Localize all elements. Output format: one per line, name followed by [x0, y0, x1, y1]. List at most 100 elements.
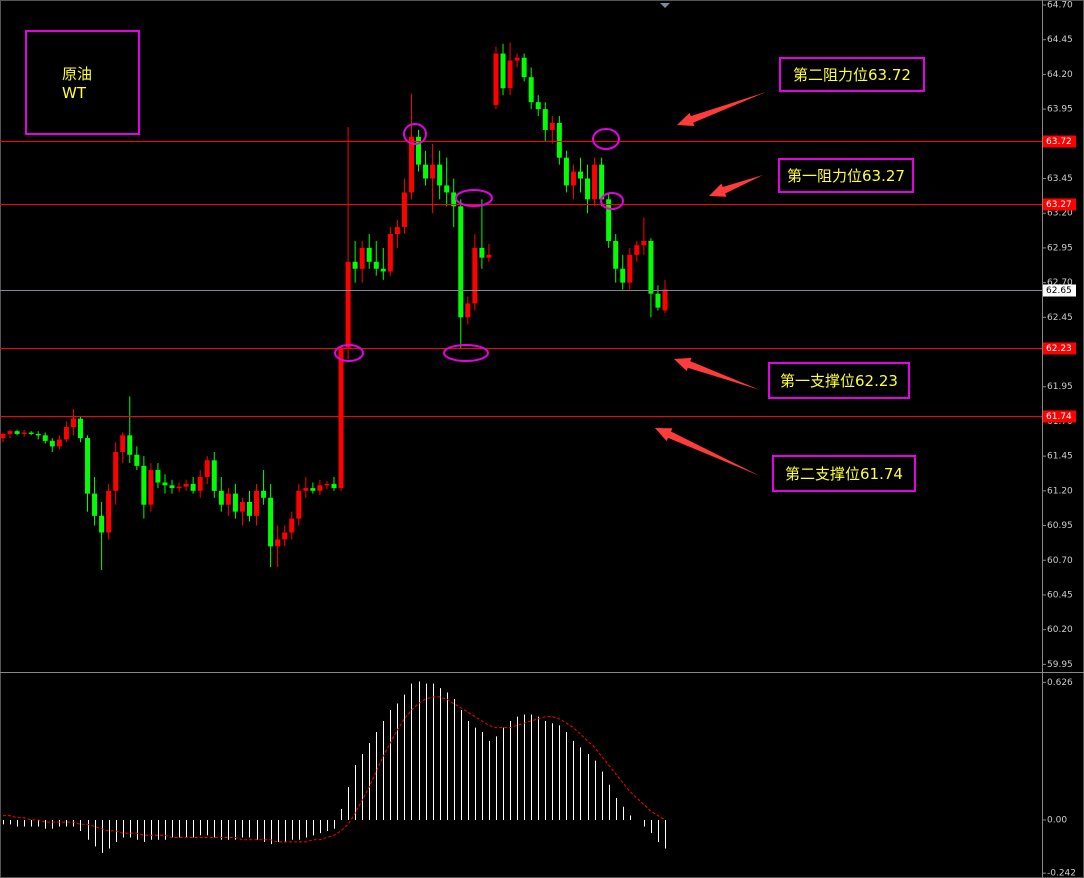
- candle-body: [49, 440, 55, 447]
- candle-body: [401, 192, 407, 228]
- y-tick-label: 63.20: [1047, 209, 1073, 219]
- candle-body: [585, 178, 591, 200]
- candle-body: [7, 431, 13, 434]
- candle-body: [141, 465, 147, 505]
- y-tick-label: 60.95: [1047, 521, 1073, 531]
- highlight-ellipse: [334, 344, 364, 362]
- candle-body: [535, 102, 541, 110]
- candle-body: [479, 247, 485, 258]
- highlight-ellipse: [455, 189, 493, 207]
- candle-body: [28, 432, 34, 434]
- candle-body: [352, 261, 358, 269]
- y-tick-label: 0.626: [1047, 678, 1073, 688]
- y-tick-label: 62.45: [1047, 313, 1073, 323]
- candle-body: [169, 485, 175, 489]
- candle-body: [345, 261, 351, 348]
- candle-body: [331, 483, 337, 489]
- candle-body: [556, 122, 562, 158]
- candle-body: [662, 289, 668, 311]
- candle-body: [613, 240, 619, 269]
- shift-marker: [660, 3, 670, 8]
- candle-body: [148, 470, 154, 505]
- candle-body: [423, 164, 429, 179]
- candle-body: [42, 435, 48, 441]
- support-2-label: 第二支撑位61.74: [772, 455, 916, 492]
- highlight-ellipse: [592, 128, 620, 150]
- candle-body: [183, 483, 189, 487]
- y-tick-label: 63.45: [1047, 174, 1073, 184]
- candle-body: [430, 164, 436, 179]
- candle-body: [528, 77, 534, 103]
- candle-body: [197, 476, 203, 491]
- level-tag: [1043, 342, 1076, 355]
- candle-body: [394, 227, 400, 235]
- y-tick-label: 61.20: [1047, 486, 1073, 496]
- candle-body: [120, 435, 126, 452]
- candle-body: [416, 136, 422, 165]
- y-tick-label: 62.95: [1047, 243, 1073, 253]
- candle-body: [261, 490, 267, 498]
- y-tick-label: 61.95: [1047, 382, 1073, 392]
- y-tick-label: 60.45: [1047, 590, 1073, 600]
- level-label: 63.27: [1046, 200, 1072, 210]
- y-tick-label: 64.45: [1047, 35, 1073, 45]
- candle-body: [268, 497, 274, 547]
- pointer-arrow: [709, 175, 763, 197]
- candle-body: [70, 418, 76, 427]
- level-tag: [1043, 135, 1076, 148]
- candle-body: [486, 254, 492, 258]
- candle-body: [542, 109, 548, 130]
- candle-body: [246, 501, 252, 516]
- pointer-arrow: [677, 92, 766, 127]
- candle-body: [77, 418, 83, 439]
- candle-body: [218, 490, 224, 505]
- candle-body: [458, 206, 464, 318]
- y-tick-label: 59.95: [1047, 660, 1073, 670]
- candle-body: [380, 268, 386, 272]
- level-label: 62.65: [1046, 286, 1072, 296]
- candle-body: [437, 164, 443, 186]
- candle-body: [0, 433, 6, 439]
- level-tag: [1043, 198, 1076, 211]
- candle-body: [317, 485, 323, 491]
- y-tick-label: 61.45: [1047, 452, 1073, 462]
- candle-body: [225, 493, 231, 505]
- candle-body: [451, 192, 457, 207]
- candle-body: [324, 483, 330, 486]
- y-tick-label: 63.95: [1047, 105, 1073, 115]
- candle-body: [514, 57, 520, 61]
- candle-body: [239, 501, 245, 512]
- candle-body: [85, 438, 91, 494]
- pointer-arrow: [655, 428, 760, 476]
- candle-body: [176, 486, 182, 489]
- candle-body: [92, 493, 98, 516]
- candle-body: [289, 518, 295, 533]
- candle-body: [373, 261, 379, 269]
- resistance-2-label: 第二阻力位63.72: [779, 57, 925, 92]
- level-tag: [1043, 410, 1076, 423]
- level-label: 62.23: [1046, 344, 1072, 354]
- highlight-ellipse: [443, 344, 489, 362]
- candle-body: [507, 60, 513, 89]
- candle-body: [127, 435, 133, 455]
- candle-body: [655, 293, 661, 308]
- instrument-name: 原油: [62, 65, 93, 83]
- candle-body: [366, 247, 372, 262]
- y-tick-label: 0.00: [1047, 815, 1067, 825]
- candle-body: [500, 53, 506, 89]
- candle-body: [162, 482, 168, 486]
- candle-body: [134, 454, 140, 466]
- candle-body: [35, 433, 41, 436]
- candle-body: [190, 483, 196, 491]
- candle-body: [282, 532, 288, 540]
- candle-body: [620, 268, 626, 283]
- candle-body: [570, 171, 576, 186]
- candle-body: [63, 426, 69, 440]
- candle-body: [465, 303, 471, 318]
- candle-body: [641, 240, 647, 246]
- candle-body: [606, 199, 612, 241]
- candle-body: [303, 488, 309, 491]
- level-label: 61.74: [1046, 412, 1072, 422]
